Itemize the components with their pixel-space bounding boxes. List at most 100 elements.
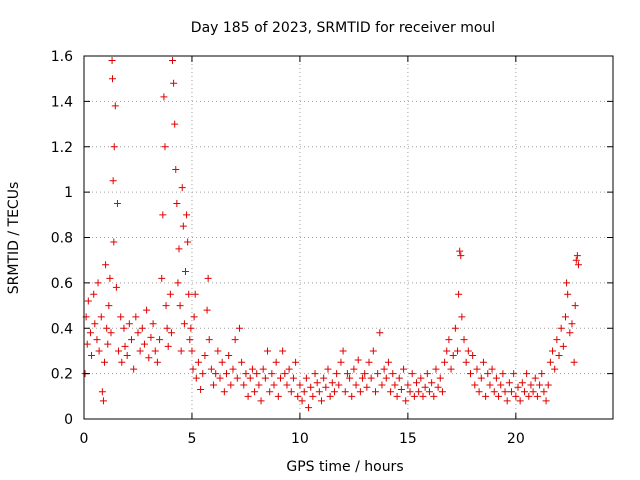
data-point	[313, 379, 321, 387]
data-point	[330, 388, 338, 396]
data-point	[164, 342, 172, 350]
data-point	[363, 383, 371, 391]
data-point	[177, 347, 185, 355]
data-point	[287, 388, 295, 396]
data-point	[255, 381, 263, 389]
data-point	[324, 365, 332, 373]
data-point	[369, 347, 377, 355]
data-point	[503, 397, 511, 405]
data-point	[389, 370, 397, 378]
data-point	[86, 329, 94, 337]
data-point	[101, 358, 109, 366]
data-point	[99, 397, 107, 405]
data-point	[179, 222, 187, 230]
data-point	[471, 381, 479, 389]
data-point	[151, 347, 159, 355]
data-point	[248, 365, 256, 373]
data-point	[380, 365, 388, 373]
data-point	[205, 336, 213, 344]
data-point	[367, 374, 375, 382]
data-point	[384, 358, 392, 366]
data-point	[302, 374, 310, 382]
data-point	[365, 358, 373, 366]
chart-title: Day 185 of 2023, SRMTID for receiver mou…	[191, 20, 495, 36]
data-point	[112, 283, 120, 291]
data-point	[505, 379, 513, 387]
data-point	[121, 342, 129, 350]
data-point	[475, 388, 483, 396]
data-point	[402, 397, 410, 405]
data-point	[283, 381, 291, 389]
data-point	[309, 392, 317, 400]
data-point	[191, 290, 199, 298]
data-point	[335, 381, 343, 389]
data-point	[460, 336, 468, 344]
data-point	[397, 386, 405, 394]
data-point	[194, 358, 202, 366]
data-point	[371, 388, 379, 396]
data-point	[185, 290, 193, 298]
y-tick-label: 1.6	[51, 49, 73, 65]
data-point	[266, 388, 274, 396]
data-point	[520, 388, 528, 396]
data-point	[253, 370, 261, 378]
data-point	[421, 383, 429, 391]
data-point	[441, 358, 449, 366]
data-point	[356, 388, 364, 396]
data-point	[83, 340, 91, 348]
y-tick-label: 0.6	[51, 276, 73, 292]
data-point	[512, 392, 520, 400]
data-point	[103, 324, 111, 332]
data-point	[274, 392, 282, 400]
data-point	[140, 340, 148, 348]
data-point	[149, 320, 157, 328]
data-point	[167, 329, 175, 337]
data-point	[189, 365, 197, 373]
data-point	[113, 199, 121, 207]
data-point	[170, 79, 178, 87]
data-point	[350, 365, 358, 373]
data-point	[305, 404, 313, 412]
grid-lines	[84, 56, 613, 419]
data-point	[348, 392, 356, 400]
data-point	[573, 252, 581, 260]
data-point	[499, 370, 507, 378]
data-point	[231, 336, 239, 344]
x-tick-label: 20	[507, 431, 525, 447]
data-point	[419, 392, 427, 400]
data-point	[352, 381, 360, 389]
data-point	[341, 388, 349, 396]
data-point	[173, 199, 181, 207]
data-point	[540, 388, 548, 396]
data-point	[190, 313, 198, 321]
data-point	[272, 358, 280, 366]
data-point	[510, 370, 518, 378]
data-point	[326, 392, 334, 400]
data-point	[391, 381, 399, 389]
data-point	[169, 57, 177, 65]
x-tick-label: 15	[399, 431, 417, 447]
data-point	[216, 374, 224, 382]
data-point	[242, 370, 250, 378]
data-point	[257, 397, 265, 405]
data-point	[104, 340, 112, 348]
data-point	[188, 347, 196, 355]
data-point	[434, 383, 442, 391]
data-point	[430, 392, 438, 400]
data-point	[199, 370, 207, 378]
x-tick-label: 10	[291, 431, 309, 447]
data-point	[238, 358, 246, 366]
data-point	[436, 374, 444, 382]
data-point	[94, 279, 102, 287]
data-point	[456, 247, 464, 255]
data-point	[201, 351, 209, 359]
data-point	[279, 347, 287, 355]
data-point	[120, 324, 128, 332]
data-point	[153, 358, 161, 366]
data-point	[333, 370, 341, 378]
data-point	[307, 383, 315, 391]
data-point	[438, 388, 446, 396]
data-point	[518, 379, 526, 387]
data-point	[425, 388, 433, 396]
data-point	[387, 388, 395, 396]
